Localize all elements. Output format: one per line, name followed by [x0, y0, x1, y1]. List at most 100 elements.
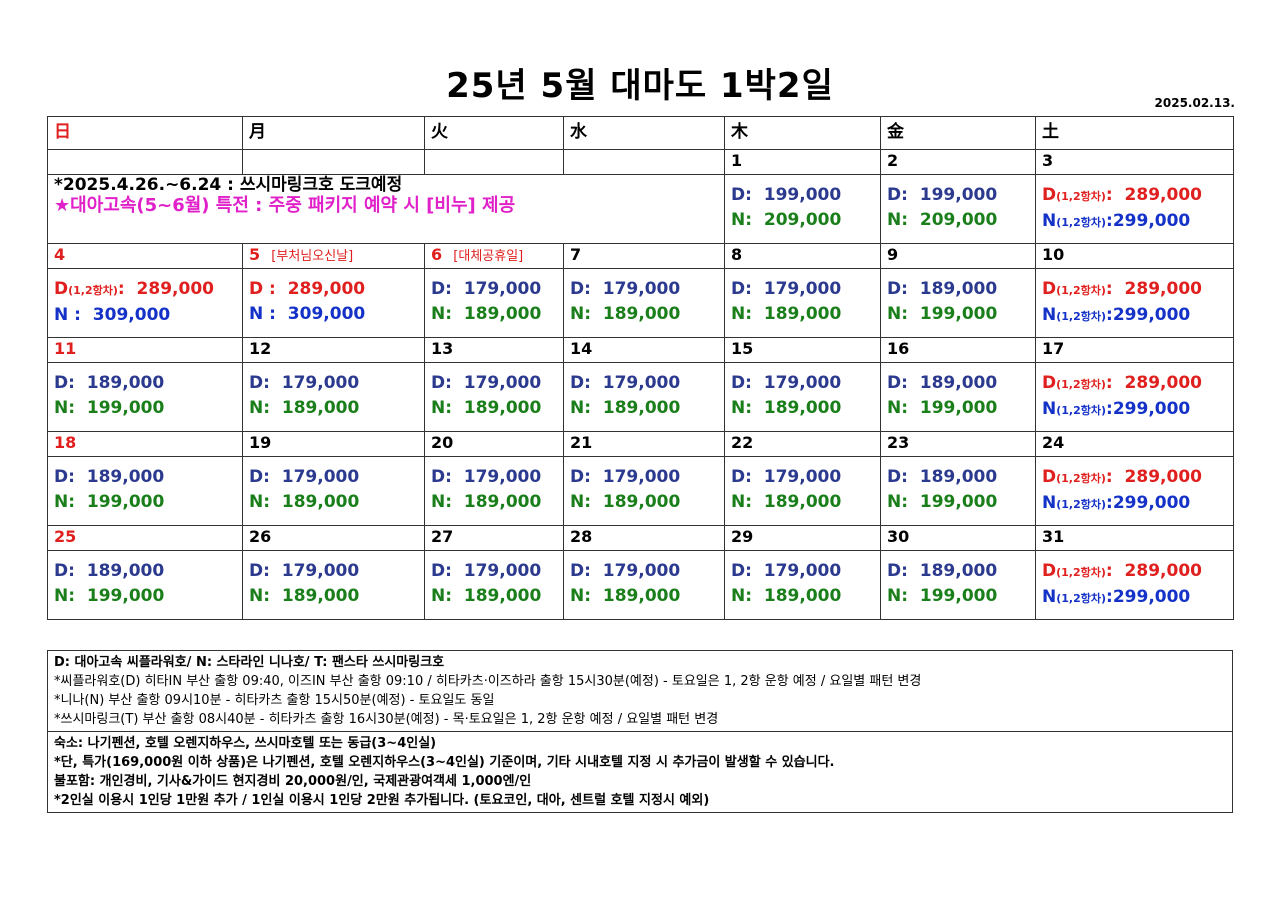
date-number: 18	[54, 433, 77, 452]
date-cell: 26	[242, 525, 425, 551]
d-price: D: 189,000	[54, 467, 165, 487]
dock-notice: *2025.4.26.~6.24 : 쓰시마링크호 도크예정	[54, 175, 403, 196]
date-cell: 21	[563, 431, 725, 457]
d-price: D: 179,000	[431, 561, 542, 581]
price-row: D(1,2항차): 289,000 N : 309,000 D : 289,000 N…	[47, 268, 1234, 338]
price-cell: D: 189,000 N: 199,000	[47, 550, 243, 620]
price-cell: D: 189,000 N: 199,000	[880, 550, 1036, 620]
d-price: D: 189,000	[887, 279, 998, 299]
date-cell: 10	[1035, 243, 1234, 269]
weekday-wed: 水	[563, 116, 725, 150]
date-row: 11 12 13 14 15 16 17	[47, 337, 1234, 363]
price-cell: D: 179,000 N: 189,000	[724, 550, 881, 620]
price-cell: D: 179,000 N: 189,000	[424, 550, 564, 620]
d-price: D: 199,000	[887, 185, 998, 205]
room-note: *2인실 이용시 1인당 1만원 추가 / 1인실 이용시 1인당 2만원 추가…	[54, 793, 710, 808]
d-price: D: 199,000	[731, 185, 842, 205]
date-cell: 1	[724, 149, 881, 175]
notice-cell: *2025.4.26.~6.24 : 쓰시마링크호 도크예정 ★대아고속(5~6…	[47, 174, 725, 244]
holiday-label: [부처님오신날]	[271, 249, 354, 264]
weekday-fri: 金	[880, 116, 1036, 150]
date-cell: 23	[880, 431, 1036, 457]
d-price: D: 179,000	[570, 561, 681, 581]
d-price: D: 179,000	[570, 373, 681, 393]
d-price: D(1,2항차): 289,000	[1042, 279, 1202, 299]
date-cell: 31	[1035, 525, 1234, 551]
holiday-label: [대체공휴일]	[453, 249, 524, 264]
price-cell: D: 179,000 N: 189,000	[424, 268, 564, 338]
price-cell: D: 179,000 N: 189,000	[242, 362, 425, 432]
date-number: 13	[431, 339, 454, 358]
n-price: N : 309,000	[249, 304, 366, 324]
date-cell: 8	[724, 243, 881, 269]
weekday-sun: 日	[47, 116, 243, 150]
ferry-line: *씨플라워호(D) 히타IN 부산 출항 09:40, 이즈IN 부산 출항 0…	[54, 674, 922, 689]
date-cell: 20	[424, 431, 564, 457]
n-price: N: 189,000	[731, 304, 842, 324]
d-price: D: 179,000	[731, 373, 842, 393]
n-price: N: 189,000	[249, 492, 360, 512]
date-cell: 30	[880, 525, 1036, 551]
ferry-line: *쓰시마링크(T) 부산 출항 08시40분 - 히타카츠 출항 16시30분(…	[54, 712, 719, 727]
price-row: D: 189,000 N: 199,000 D: 179,000 N: 189,000…	[47, 456, 1234, 526]
date-number: 30	[887, 527, 910, 546]
n-price: N: 189,000	[731, 398, 842, 418]
n-price: N : 309,000	[54, 305, 171, 325]
date-cell: 12	[242, 337, 425, 363]
d-price: D : 289,000	[249, 279, 366, 299]
page-title: 25년 5월 대마도 1박2일	[446, 66, 834, 106]
n-price: N: 189,000	[731, 586, 842, 606]
n-price: N(1,2항차):299,000	[1042, 587, 1191, 607]
price-cell: D: 189,000 N: 199,000	[880, 268, 1036, 338]
date-number: 23	[887, 433, 910, 452]
date-cell: 4	[47, 243, 243, 269]
n-price: N: 189,000	[570, 304, 681, 324]
n-price: N: 189,000	[249, 586, 360, 606]
d-price: D: 189,000	[887, 467, 998, 487]
weekday-header-row: 日 月 火 水 木 金 土	[47, 116, 1234, 150]
d-price: D: 179,000	[249, 373, 360, 393]
date-cell: 11	[47, 337, 243, 363]
date-number: 20	[431, 433, 454, 452]
d-price: D: 179,000	[249, 467, 360, 487]
date-cell: 28	[563, 525, 725, 551]
n-price: N: 189,000	[731, 492, 842, 512]
date-number: 4	[54, 245, 66, 264]
price-row-week1: *2025.4.26.~6.24 : 쓰시마링크호 도크예정 ★대아고속(5~6…	[47, 174, 1234, 244]
price-cell: D(1,2항차): 289,000 N : 309,000	[47, 268, 243, 338]
n-price: N(1,2항차):299,000	[1042, 211, 1191, 231]
date-number: 25	[54, 527, 77, 546]
date-number: 21	[570, 433, 593, 452]
ferry-line: *니나(N) 부산 출항 09시10분 - 히타카츠 출항 15시50분(예정)…	[54, 693, 495, 708]
lodging-note: *단, 특가(169,000원 이하 상품)은 나기펜션, 호텔 오렌지하우스(…	[54, 755, 835, 770]
date-number: 22	[731, 433, 754, 452]
date-number: 12	[249, 339, 272, 358]
date-row-week1: 1 2 3	[47, 149, 1234, 175]
d-price: D(1,2항차): 289,000	[1042, 561, 1202, 581]
n-price: N: 199,000	[887, 492, 998, 512]
d-price: D: 179,000	[731, 279, 842, 299]
price-cell: D: 189,000 N: 199,000	[880, 362, 1036, 432]
date-number: 17	[1042, 339, 1065, 358]
excluded-line: 불포함: 개인경비, 기사&가이드 현지경비 20,000원/인, 국제관광여객…	[54, 774, 532, 789]
n-price: N: 189,000	[431, 586, 542, 606]
price-cell: D: 179,000 N: 189,000	[724, 456, 881, 526]
price-cell: D: 179,000 N: 189,000	[242, 550, 425, 620]
n-price: N: 189,000	[249, 398, 360, 418]
date-number: 14	[570, 339, 593, 358]
date-number: 15	[731, 339, 754, 358]
date-cell: 15	[724, 337, 881, 363]
date-cell: 29	[724, 525, 881, 551]
date-number: 27	[431, 527, 454, 546]
ferry-legend: D: 대아고속 씨플라워호/ N: 스타라인 니나호/ T: 팬스타 쓰시마링크…	[54, 655, 445, 670]
price-cell: D: 189,000 N: 199,000	[880, 456, 1036, 526]
price-cell: D: 199,000 N: 209,000	[880, 174, 1036, 244]
date-number: 31	[1042, 527, 1065, 546]
price-cell-saturday: D(1,2항차): 289,000 N(1,2항차):299,000	[1035, 550, 1234, 620]
price-cell: D: 199,000 N: 209,000	[724, 174, 881, 244]
date-cell: 14	[563, 337, 725, 363]
date-number: 19	[249, 433, 272, 452]
d-price: D: 179,000	[431, 467, 542, 487]
d-price: D: 179,000	[731, 561, 842, 581]
